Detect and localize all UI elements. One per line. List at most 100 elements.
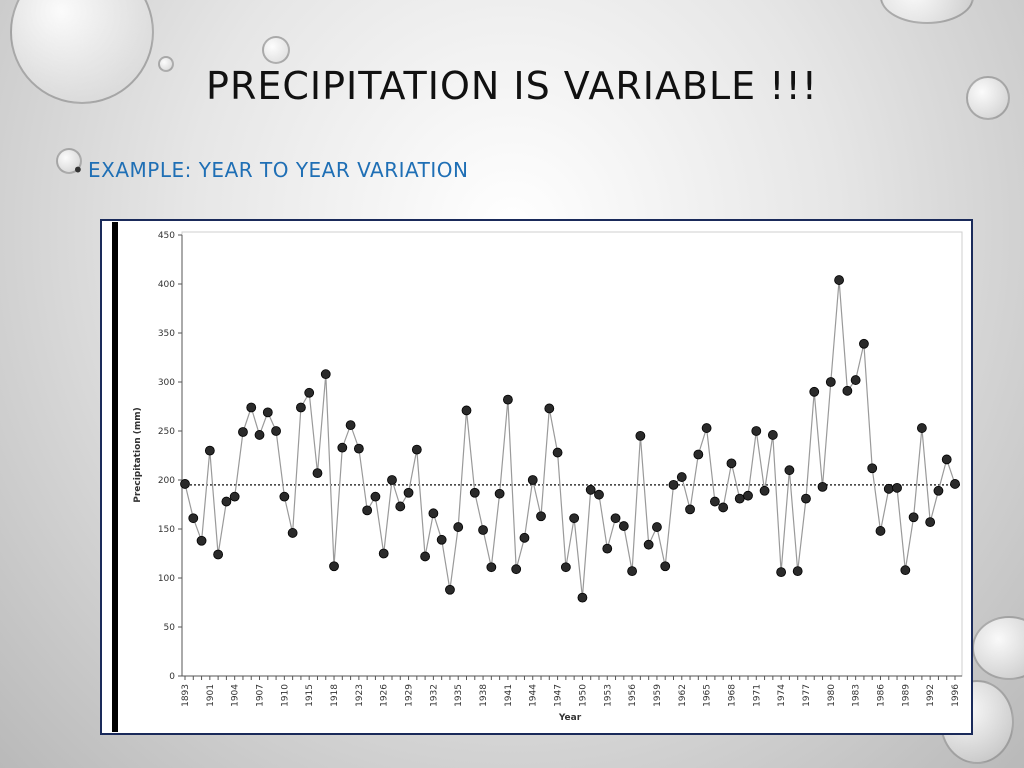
data-point	[395, 501, 406, 512]
data-point	[776, 567, 787, 578]
data-point	[801, 493, 811, 504]
data-point	[486, 562, 497, 573]
x-tick-label: 1974	[777, 684, 787, 707]
data-line	[184, 280, 956, 598]
data-point	[536, 511, 546, 522]
x-tick-label: 1944	[529, 684, 539, 707]
data-point	[353, 443, 364, 454]
data-point	[925, 517, 936, 528]
data-point	[950, 479, 960, 489]
x-tick-label: 1901	[206, 684, 216, 707]
slide-title: PRECIPITATION IS VARIABLE !!!	[206, 64, 818, 108]
data-point	[792, 566, 803, 577]
x-tick-label: 1941	[504, 684, 514, 707]
data-point	[411, 444, 422, 455]
data-point	[337, 442, 348, 453]
x-tick-label: 1968	[727, 684, 737, 707]
y-tick-label: 300	[158, 378, 175, 388]
data-point	[527, 475, 538, 485]
x-tick-label: 1983	[852, 684, 862, 707]
data-point	[503, 394, 513, 405]
data-point	[668, 479, 679, 490]
data-point	[287, 528, 298, 538]
data-point	[676, 472, 687, 482]
data-point	[511, 564, 522, 575]
bubble	[972, 616, 1024, 680]
data-point	[552, 447, 563, 458]
data-point	[908, 512, 919, 523]
x-tick-label: 1923	[355, 684, 365, 707]
data-point	[296, 402, 306, 413]
data-point	[627, 566, 637, 577]
x-tick-label: 1929	[405, 684, 415, 707]
data-point	[685, 504, 695, 515]
y-tick-label: 200	[158, 476, 175, 486]
data-point	[916, 423, 927, 433]
bubble	[966, 76, 1010, 120]
data-point	[569, 513, 580, 524]
x-tick-label: 1910	[280, 684, 290, 707]
data-point	[618, 521, 629, 531]
data-point	[900, 565, 911, 576]
x-tick-label: 1950	[578, 684, 588, 707]
data-point	[610, 513, 621, 524]
data-point	[304, 387, 315, 398]
x-tick-label: 1918	[330, 684, 340, 707]
data-point	[594, 489, 604, 500]
data-point	[734, 493, 745, 504]
y-tick-label: 450	[158, 231, 175, 241]
bubble	[56, 148, 82, 174]
data-point	[635, 430, 646, 441]
data-point	[817, 481, 828, 492]
x-tick-label: 1907	[256, 684, 266, 707]
x-tick-label: 1904	[231, 684, 241, 707]
data-point	[850, 375, 861, 385]
data-point	[453, 522, 464, 532]
data-point	[560, 562, 571, 573]
data-point	[941, 454, 952, 465]
data-point	[229, 491, 240, 502]
data-point	[875, 526, 886, 536]
data-point	[867, 463, 878, 474]
data-point	[759, 485, 770, 496]
data-point	[643, 539, 654, 550]
data-point	[221, 496, 232, 507]
data-point	[246, 402, 257, 413]
y-tick-label: 250	[158, 427, 175, 437]
x-tick-label: 1989	[901, 684, 911, 707]
data-point	[784, 465, 795, 476]
data-point	[660, 561, 671, 572]
data-point	[709, 496, 720, 507]
x-tick-label: 1932	[429, 684, 439, 707]
x-tick-label: 1996	[951, 684, 961, 707]
bullet-dot: •	[72, 158, 84, 182]
data-point	[329, 561, 339, 572]
bubble	[158, 56, 174, 72]
data-point	[378, 548, 389, 559]
data-point	[271, 426, 281, 436]
x-tick-label: 1935	[454, 684, 464, 707]
x-tick-label: 1986	[876, 684, 886, 707]
data-point	[213, 549, 224, 560]
data-point	[387, 475, 397, 485]
x-tick-label: 1938	[479, 684, 489, 707]
data-point	[428, 508, 439, 519]
data-point	[652, 522, 662, 532]
data-point	[469, 487, 480, 498]
data-point	[494, 488, 505, 499]
data-point	[726, 458, 737, 469]
data-point	[892, 482, 902, 493]
y-tick-label: 150	[158, 525, 175, 535]
x-tick-label: 1962	[678, 684, 688, 707]
x-tick-label: 1959	[653, 684, 663, 707]
y-tick-label: 100	[158, 574, 175, 584]
data-point	[933, 485, 944, 496]
data-point	[519, 532, 530, 543]
data-point	[362, 505, 373, 516]
data-point	[825, 377, 836, 387]
data-point	[445, 584, 455, 595]
data-point	[180, 479, 190, 489]
x-tick-label: 1926	[380, 684, 390, 707]
data-point	[478, 525, 488, 535]
